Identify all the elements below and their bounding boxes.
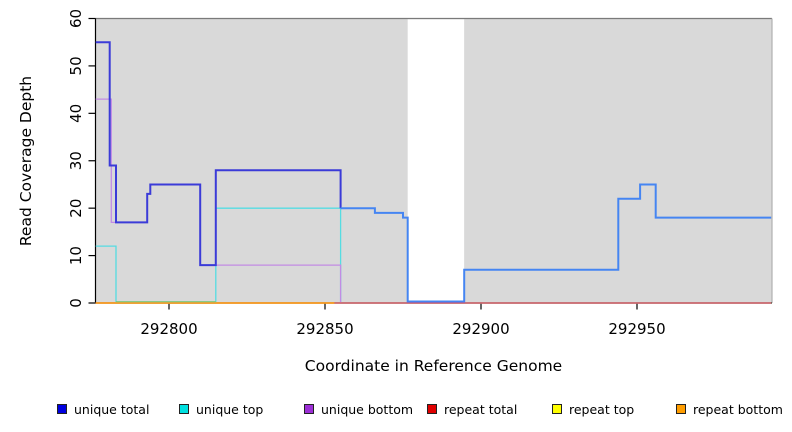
repeat-bottom-swatch-icon bbox=[676, 404, 686, 414]
legend: unique total unique top unique bottom re… bbox=[0, 398, 792, 422]
legend-label: unique total bbox=[74, 401, 150, 417]
y-tick-label: 0 bbox=[67, 298, 85, 308]
y-tick-label: 50 bbox=[67, 56, 85, 75]
x-axis-title: Coordinate in Reference Genome bbox=[304, 357, 563, 375]
x-tick-label: 292950 bbox=[608, 320, 665, 338]
y-tick-label: 10 bbox=[67, 246, 85, 265]
legend-item-repeat-top: repeat top bbox=[552, 398, 634, 420]
y-tick-label: 40 bbox=[67, 104, 85, 123]
x-tick-label: 292850 bbox=[296, 320, 353, 338]
legend-label: repeat top bbox=[569, 401, 635, 417]
legend-label: unique top bbox=[196, 401, 264, 417]
legend-item-unique-bottom: unique bottom bbox=[304, 398, 413, 420]
chart-area: 0 10 20 30 40 50 60 292800 292850 292900 292950 bbox=[67, 9, 773, 338]
legend-label: repeat bottom bbox=[693, 401, 783, 417]
coverage-plot: 0 10 20 30 40 50 60 292800 292850 292900 292950 bbox=[67, 9, 773, 338]
series-unique-total-left bbox=[95, 41, 342, 267]
legend-item-unique-top: unique top bbox=[179, 398, 263, 420]
y-tick-label: 20 bbox=[67, 199, 85, 218]
repeat-total-swatch-icon bbox=[427, 404, 437, 414]
legend-label: unique bottom bbox=[321, 401, 414, 417]
unique-total-swatch-icon bbox=[57, 404, 67, 414]
x-tick-label: 292800 bbox=[140, 320, 197, 338]
legend-item-unique-total: unique total bbox=[57, 398, 149, 420]
gap-region bbox=[407, 19, 465, 303]
repeat-top-swatch-icon bbox=[552, 404, 562, 414]
unique-bottom-swatch-icon bbox=[304, 404, 314, 414]
y-tick-label: 60 bbox=[67, 9, 85, 28]
y-axis-title: Read Coverage Depth bbox=[17, 75, 35, 247]
unique-top-swatch-icon bbox=[179, 404, 189, 414]
legend-item-repeat-bottom: repeat bottom bbox=[676, 398, 783, 420]
series-unique-total-right bbox=[340, 183, 772, 303]
y-tick-label: 30 bbox=[67, 151, 85, 170]
x-tick-label: 292900 bbox=[452, 320, 509, 338]
legend-item-repeat-total: repeat total bbox=[427, 398, 517, 420]
legend-label: repeat total bbox=[444, 401, 518, 417]
